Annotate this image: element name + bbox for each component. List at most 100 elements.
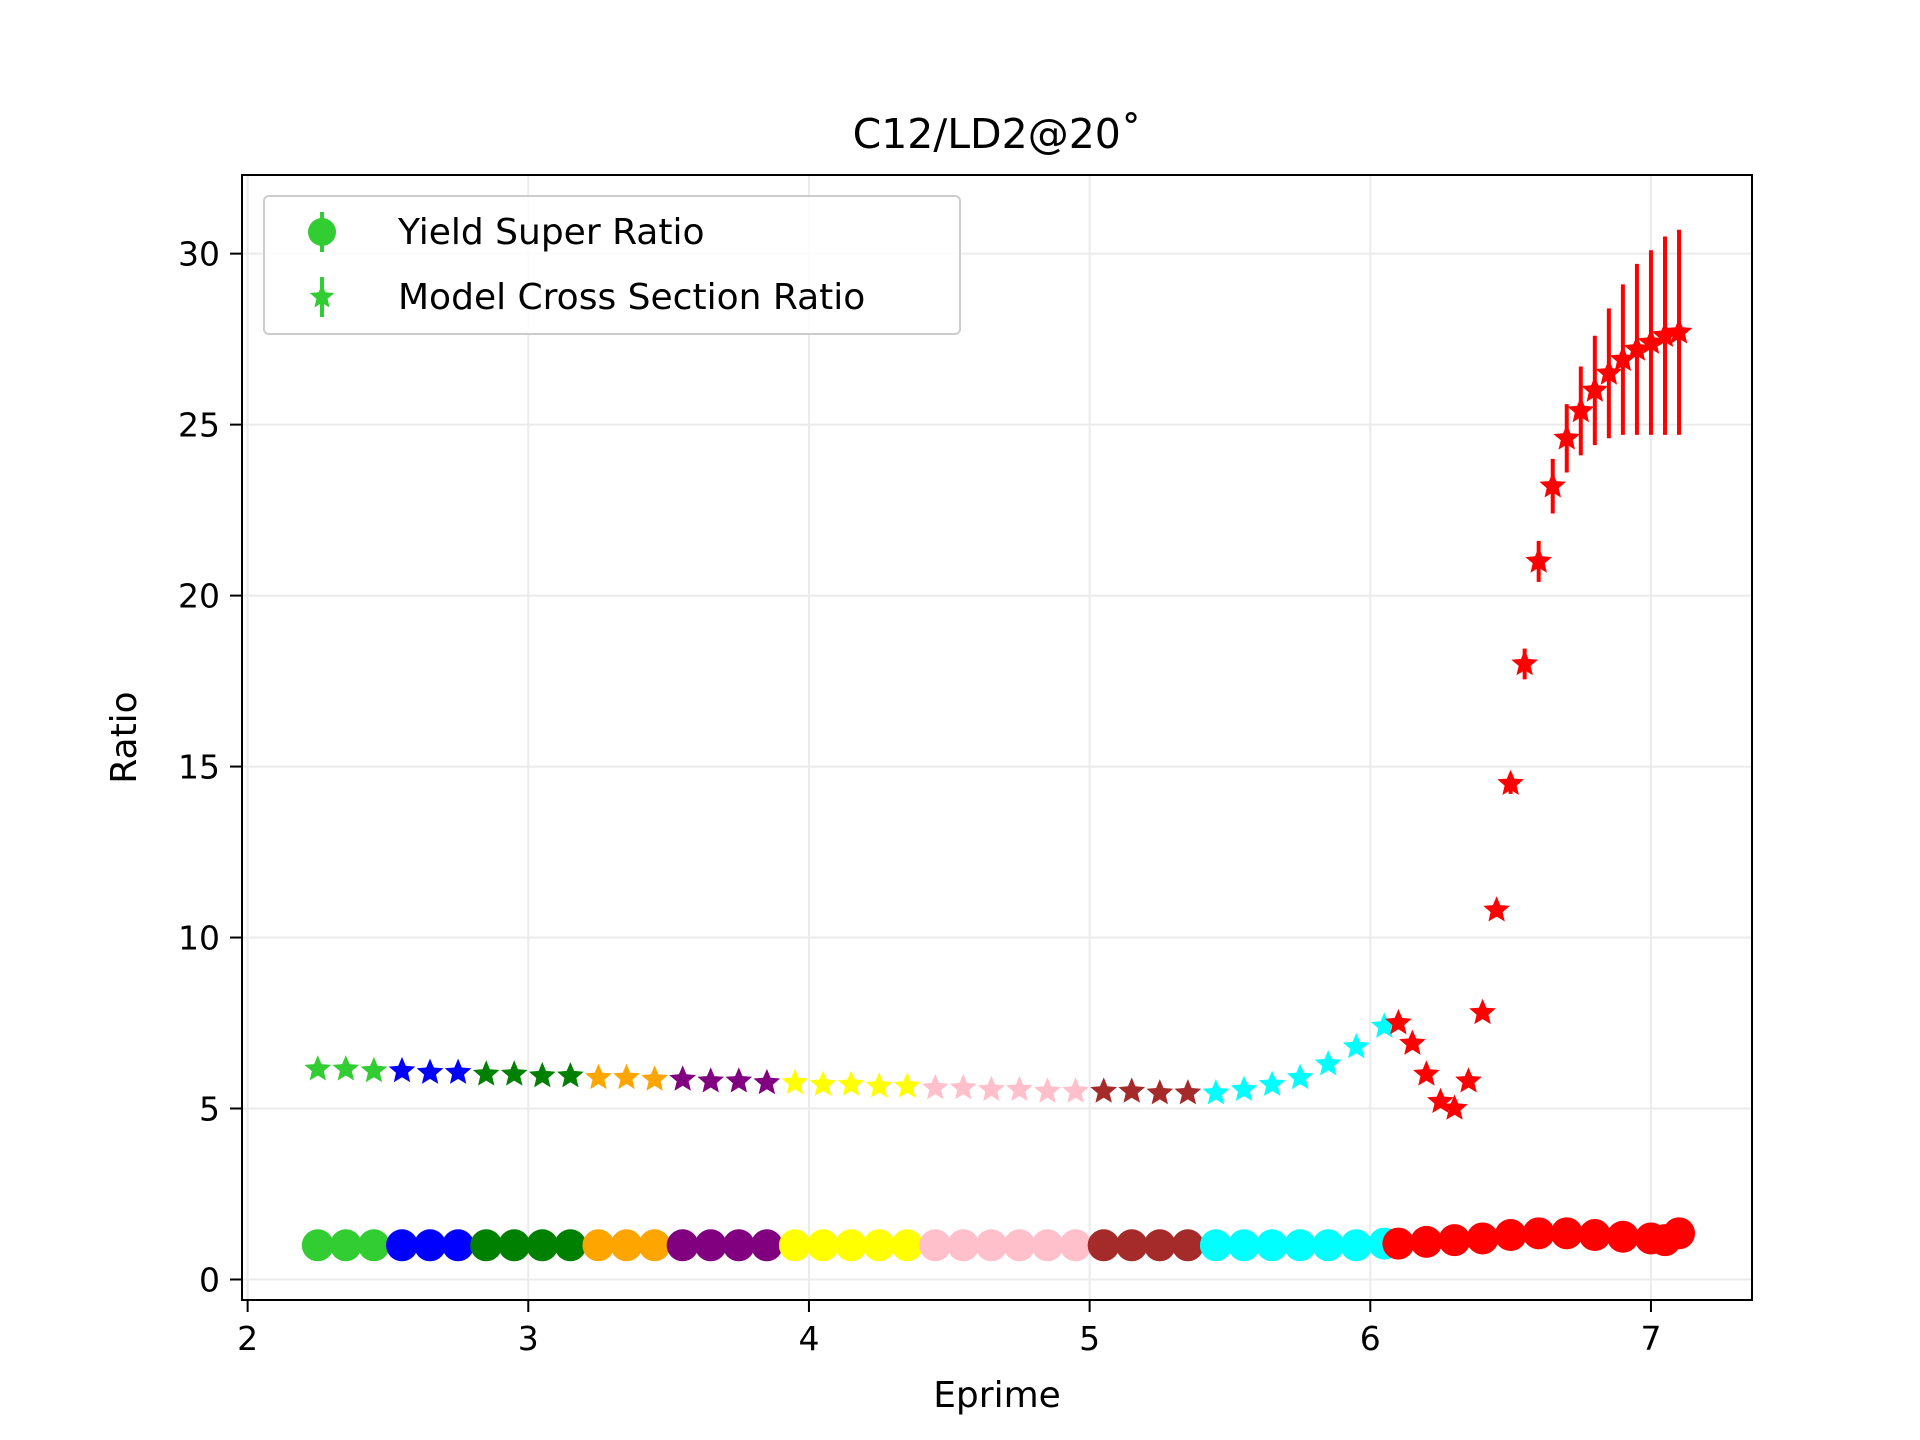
y-tick-label: 30 [178,235,220,274]
data-point [893,1072,921,1098]
data-point [806,1229,839,1262]
data-point [472,1060,500,1086]
data-point [1606,1220,1639,1253]
data-point [1115,1229,1148,1262]
data-point [835,1229,868,1262]
legend-label: Yield Super Ratio [397,212,705,253]
data-point [414,1229,447,1262]
data-point [416,1058,444,1084]
data-point [1031,1229,1064,1262]
data-point [1581,376,1609,402]
data-point [301,1229,334,1262]
y-tick-label: 0 [199,1260,220,1299]
data-point [1466,1222,1499,1255]
data-point [1087,1229,1120,1262]
data-point [1385,1009,1412,1035]
data-point [809,1070,837,1096]
data-point [1312,1229,1345,1262]
data-point [1059,1229,1092,1262]
data-point [1522,1217,1555,1250]
data-point [1494,1219,1527,1252]
legend-entry: Model Cross Section Ratio [309,277,865,318]
data-point [554,1229,587,1262]
data-point [1199,1229,1232,1262]
data-point [1146,1079,1174,1105]
data-point [1665,318,1693,344]
data-point [557,1062,584,1088]
data-point [1663,1217,1696,1250]
y-axis: 0 5 10 15 20 25 30 [178,235,242,1299]
data-point [1143,1229,1176,1262]
data-point [1227,1229,1260,1262]
data-point [1006,1075,1033,1101]
data-point [666,1229,699,1262]
yield-series [301,1217,1696,1262]
data-point [921,1074,949,1100]
data-point [837,1070,865,1096]
data-point [388,1056,416,1083]
data-point [498,1229,531,1262]
plot-area [301,229,1696,1262]
data-point [1497,769,1524,795]
y-tick-label: 20 [178,577,220,616]
legend-marker [309,284,335,308]
data-point [1256,1229,1289,1262]
x-tick-label: 3 [518,1319,539,1358]
data-point [697,1067,724,1093]
data-point [360,1056,388,1083]
data-point [1441,1094,1468,1120]
data-point [725,1067,753,1093]
data-point [1609,345,1637,371]
data-point [778,1229,811,1262]
data-point [722,1229,755,1262]
data-point [1637,328,1665,354]
data-point [1469,998,1496,1025]
data-point [526,1229,559,1262]
y-tick-label: 10 [178,919,220,958]
data-point [1090,1077,1117,1103]
model-series [304,229,1693,1120]
chart-title: C12/LD2@20˚ [853,110,1142,158]
data-point [1623,335,1651,361]
data-point [1539,472,1566,498]
legend-box [263,195,961,335]
data-point [1230,1075,1258,1101]
data-point [1567,396,1595,423]
grid-lines [242,175,1752,1300]
data-point [1003,1229,1036,1262]
data-point [1525,547,1552,573]
data-point [357,1229,390,1262]
x-axis: 2 3 4 5 6 7 [237,1300,1661,1358]
data-point [975,1229,1008,1262]
data-point [1413,1060,1440,1086]
data-point [1062,1077,1089,1103]
plot-frame [241,174,1753,1301]
data-point [1382,1227,1415,1260]
y-tick-label: 5 [199,1090,220,1129]
data-point [1202,1079,1230,1105]
data-point [694,1229,727,1262]
legend-marker [308,218,336,246]
data-point [1553,424,1581,450]
legend-label: Model Cross Section Ratio [398,277,865,318]
data-point [891,1229,924,1262]
data-point [947,1229,980,1262]
x-tick-label: 5 [1079,1319,1100,1358]
data-point [750,1229,783,1262]
data-point [610,1229,643,1262]
data-point [669,1065,696,1091]
legend-entry: Yield Super Ratio [308,212,705,253]
data-point [1342,1033,1370,1059]
data-point [865,1072,893,1098]
y-tick-label: 15 [178,748,220,787]
data-point [585,1063,612,1090]
y-axis-label: Ratio [104,691,145,783]
x-tick-label: 4 [798,1319,819,1358]
data-point [1595,359,1623,385]
data-point [753,1068,781,1095]
data-point [582,1229,615,1262]
data-point [329,1229,362,1262]
data-point [444,1058,472,1084]
x-tick-label: 7 [1640,1319,1661,1358]
